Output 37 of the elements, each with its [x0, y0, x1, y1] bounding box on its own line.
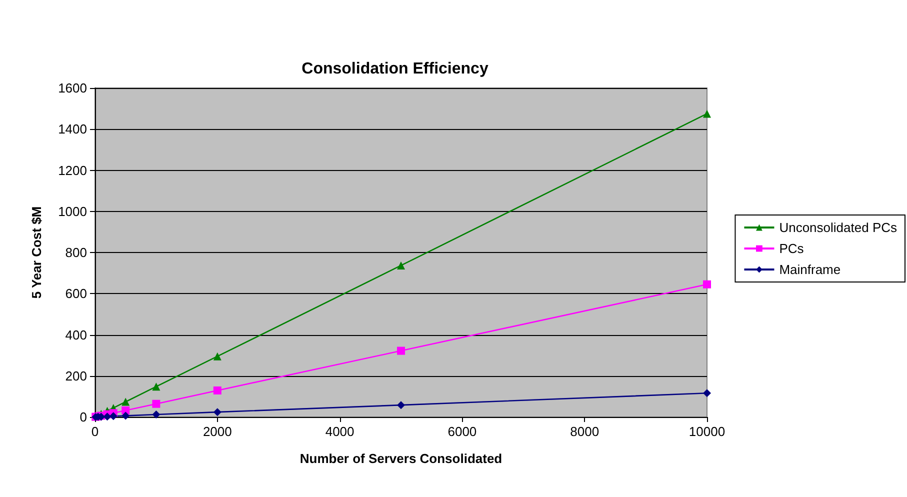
point — [109, 412, 118, 420]
point — [213, 408, 222, 416]
point — [122, 398, 130, 406]
point — [213, 386, 222, 394]
point — [122, 412, 130, 420]
y-tick-label: 400 — [65, 327, 87, 342]
x-tick-label: 2000 — [202, 424, 232, 439]
point — [152, 410, 160, 419]
y-tick-label: 0 — [80, 410, 87, 424]
y-tick-label: 800 — [65, 245, 87, 260]
point — [152, 382, 160, 391]
y-tick-label: 200 — [65, 368, 87, 384]
x-tick-label: 8000 — [570, 424, 600, 439]
y-tick-label: 1000 — [58, 204, 87, 219]
y-tick-label: 1400 — [58, 122, 87, 137]
y-tick-label: 1200 — [58, 162, 87, 178]
y-tick-label: 1600 — [58, 80, 87, 96]
x-tick-label: 4000 — [325, 424, 354, 439]
point — [397, 261, 405, 270]
point — [703, 110, 711, 118]
point — [152, 400, 160, 408]
x-axis-title: Number of Servers Consolidated — [300, 451, 502, 466]
point — [397, 346, 405, 355]
point — [397, 401, 405, 410]
chart-title: Consolidation Efficiency — [302, 60, 488, 78]
legend-label: PCs — [779, 241, 804, 256]
point — [703, 280, 711, 288]
point — [213, 352, 222, 360]
y-tick-label: 600 — [65, 286, 87, 302]
point — [103, 412, 112, 421]
x-tick-label: 10000 — [688, 424, 726, 439]
legend-label: Mainframe — [779, 262, 841, 277]
y-axis-title: 5 Year Cost $M — [29, 206, 44, 299]
x-tick-label: 0 — [91, 424, 99, 439]
point — [703, 389, 711, 398]
legend-label: Unconsolidated PCs — [779, 220, 898, 235]
x-tick-label: 6000 — [448, 424, 477, 439]
